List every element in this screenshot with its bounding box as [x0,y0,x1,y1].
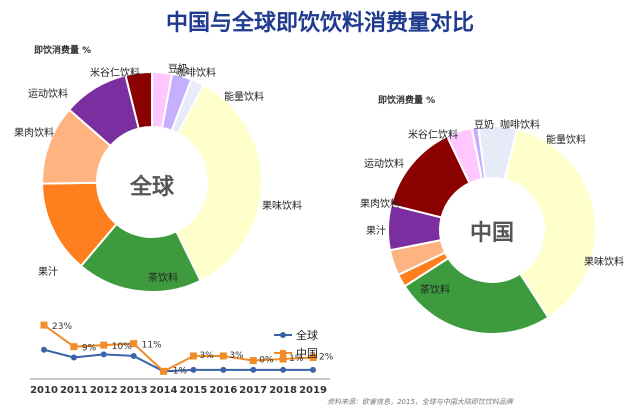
global-slice-label-8: 能量饮料 [224,90,264,103]
china-point-label-1: 9% [82,344,97,354]
china-slice-label-6: 豆奶 [474,119,494,131]
china-slice-label-2: 果汁 [366,224,386,237]
global-slice-label-2: 果汁 [38,265,58,278]
series-1-point-6 [219,352,227,360]
x-tick-label-2016: 2016 [209,385,237,396]
global-slice-label-1: 茶饮料 [148,271,178,284]
global-slice-8 [170,78,205,135]
series-1-point-8 [279,355,287,363]
x-tick-label-2014: 2014 [150,385,178,396]
china-slice-label-3: 果肉饮料 [360,197,400,210]
source-note: 资料来源：欧睿信息，2015，全球与中国大陆即饮饮料品牌 [327,398,514,406]
china-point-label-3: 11% [142,341,162,351]
global-pie-subtitle: 即饮消费量 % [34,44,91,56]
series-0-point-5 [190,366,197,373]
china-point-label-0: 23% [52,322,72,332]
global-slice-label-4: 运动饮料 [28,87,68,100]
growth-line-chart: 2010 2011 2012 2013 2014 2015 2016 2017 2018 2019… [30,321,334,396]
series-line-1 [43,324,314,373]
series-0-point-7 [250,366,257,373]
china-slice-label-5: 米谷仁饮料 [408,128,458,141]
china-slice-label-0: 果味饮料 [584,255,624,268]
china-slice-1 [403,256,550,335]
china-point-label-2: 10% [112,342,132,352]
china-point-label-7: 0% [259,356,274,366]
series-1-point-2 [100,341,108,349]
series-line-0 [43,348,313,373]
china-slice-label-1: 茶饮料 [420,283,450,296]
series-0-point-2 [100,351,107,358]
x-tick-label-2011: 2011 [60,385,88,396]
global-slice-label-5: 米谷仁饮料 [90,66,140,79]
china-point-label-4: -1% [170,366,188,376]
series-0-point-8 [280,366,287,373]
series-1-point-4 [160,367,168,375]
china-point-label-9: 2% [319,352,334,362]
china-point-label-8: 1% [289,354,304,364]
china-slice-8 [477,125,519,181]
series-1-point-1 [70,343,78,351]
china-point-label-6: 3% [229,351,244,361]
series-0-point-1 [70,354,77,361]
china-slice-label-4: 运动饮料 [364,157,404,170]
series-1-point-0 [40,321,48,329]
china-slice-0 [503,127,597,319]
global-slice-label-0: 果味饮料 [262,199,302,212]
x-tick-label-2012: 2012 [90,385,118,396]
x-tick-label-2015: 2015 [180,385,208,396]
global-slice-label-7: 咖啡饮料 [176,66,216,79]
page-title: 中国与全球即饮饮料消费量对比 [166,10,474,36]
china-point-label-5: 3% [199,351,214,361]
series-0-point-9 [310,366,316,373]
global-slice-label-3: 果肉饮料 [14,126,54,139]
legend-global-marker [280,332,286,338]
series-1-point-3 [130,340,138,348]
china-slice-label-7: 咖啡饮料 [500,118,540,131]
china-slice-label-8: 能量饮料 [546,133,586,146]
global-center-label: 全球 [129,174,175,200]
legend-china-label: 中国 [296,347,318,360]
series-1-point-9 [309,353,317,361]
x-tick-label-2010: 2010 [30,385,58,396]
line-legend: 全球 中国 [274,328,318,360]
global-slice-0 [174,83,263,283]
series-1-point-7 [249,357,257,365]
series-1-point-5 [189,352,197,360]
series-0-point-6 [220,366,227,373]
series-0-point-3 [130,352,137,359]
global-slice-label-6: 豆奶 [168,63,188,75]
x-tick-label-2017: 2017 [239,385,267,396]
legend-global-label: 全球 [296,328,318,342]
china-pie-subtitle: 即饮消费量 % [378,94,435,106]
series-0-point-0 [41,346,47,353]
x-tick-label-2018: 2018 [269,385,297,396]
china-center-label: 中国 [470,221,514,246]
x-tick-label-2013: 2013 [120,385,148,396]
legend-china-marker [280,350,286,356]
x-tick-label-2019: 2019 [299,385,327,396]
